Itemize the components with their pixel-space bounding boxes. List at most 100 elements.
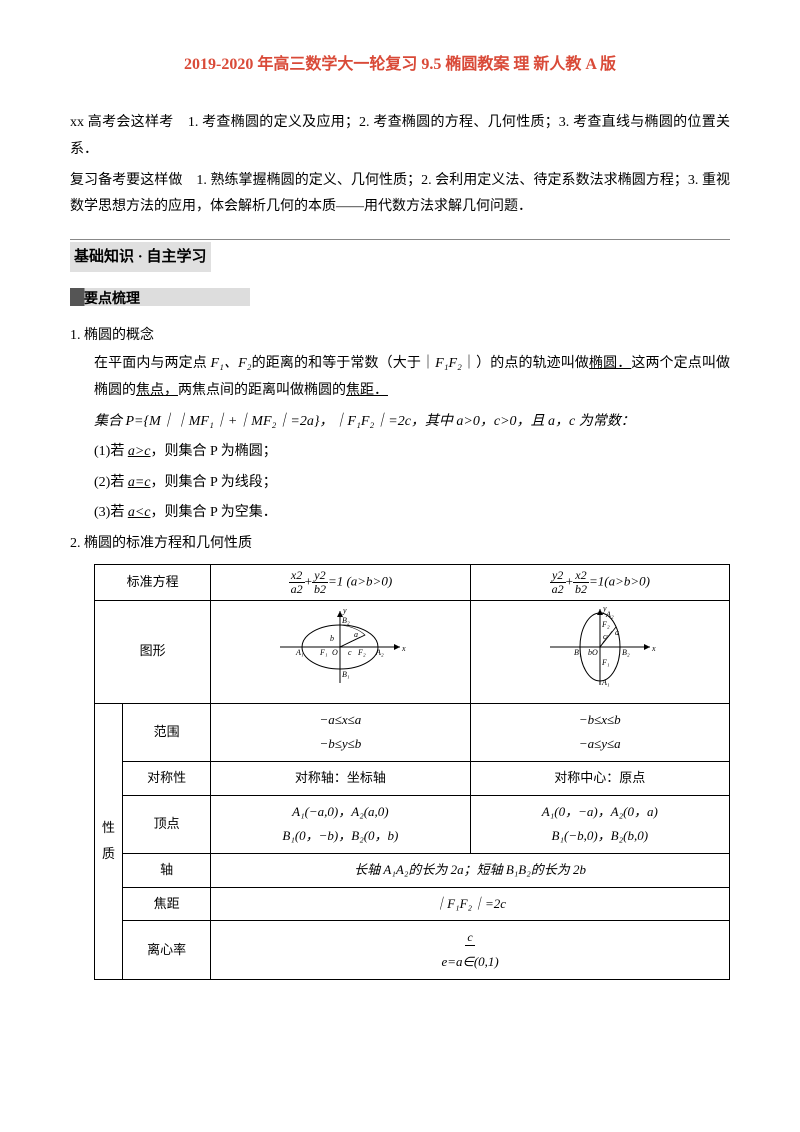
svg-text:A₂: A₂ xyxy=(375,648,384,657)
item-1-c3: (3)若 a<c，则集合 P 为空集． xyxy=(94,500,730,527)
item-2-title: 椭圆的标准方程和几何性质 xyxy=(84,536,252,551)
t: −b≤x≤b xyxy=(477,708,723,733)
svg-text:B₂: B₂ xyxy=(342,616,350,625)
cell-range2: −b≤x≤b −a≤y≤a xyxy=(470,703,729,761)
svg-text:A₁: A₁ xyxy=(601,678,610,687)
t: ，则集合 P 为空集． xyxy=(151,505,277,520)
cell-fig-label: 图形 xyxy=(95,600,211,703)
t: ，则集合 P 为椭圆； xyxy=(151,444,277,459)
svg-text:O: O xyxy=(592,648,598,657)
svg-text:B₁: B₁ xyxy=(342,670,350,679)
t: =1 (a>b>0) xyxy=(328,573,392,588)
svg-text:B₂: B₂ xyxy=(622,648,630,657)
svg-text:y: y xyxy=(342,606,347,615)
t: a>c xyxy=(128,444,151,459)
t: a=c xyxy=(128,475,151,490)
ellipse-table: 标准方程 x2a2+y2b2=1 (a>b>0) y2a2+x2b2=1(a>b… xyxy=(94,564,730,980)
t: e=a∈(0,1) xyxy=(441,954,498,969)
cell-range-label: 范围 xyxy=(123,703,211,761)
t: =1(a>b>0) xyxy=(589,573,650,588)
item-2: 2. 椭圆的标准方程和几何性质 xyxy=(70,531,730,558)
cell-vtx1: A₁(−a,0)，A₂(a,0) B₁(0，−b)，B₂(0，b) xyxy=(211,795,470,853)
t: −a≤y≤a xyxy=(477,732,723,757)
item-1-p2: 集合 P={M｜｜MF₁｜+｜MF₂｜=2a}，｜F₁F₂｜=2c，其中 a>0… xyxy=(94,409,730,436)
svg-text:a: a xyxy=(615,628,619,637)
ellipse-diagram-vertical: x y A₂ F₂ a c B₁ b O B₂ F₁ A₁ xyxy=(530,605,670,690)
cell-focal: ｜F₁F₂｜=2c xyxy=(211,887,730,921)
item-1-title: 椭圆的概念 xyxy=(84,328,154,343)
section-header-text: 基础知识 · 自主学习 xyxy=(70,242,211,273)
item-1-c1: (1)若 a>c，则集合 P 为椭圆； xyxy=(94,439,730,466)
svg-text:x: x xyxy=(651,644,656,653)
intro-para-2: 复习备考要这样做 1. 熟练掌握椭圆的定义、几何性质；2. 会利用定义法、待定系… xyxy=(70,168,730,221)
cell-eq1: x2a2+y2b2=1 (a>b>0) xyxy=(211,564,470,600)
table-row: 焦距 ｜F₁F₂｜=2c xyxy=(95,887,730,921)
item-1-num: 1. xyxy=(70,328,81,343)
t: B₁(−b,0)，B₂(b,0) xyxy=(477,824,723,849)
t: ，则集合 P 为线段； xyxy=(151,475,277,490)
svg-text:B₁: B₁ xyxy=(574,648,582,657)
t: 性质 xyxy=(101,815,116,867)
table-row: 顶点 A₁(−a,0)，A₂(a,0) B₁(0，−b)，B₂(0，b) A₁(… xyxy=(95,795,730,853)
svg-text:A₁: A₁ xyxy=(295,648,304,657)
t: A₁(0，−a)，A₂(0，a) xyxy=(477,800,723,825)
item-1-p1: 在平面内与两定点 F₁、F₂的距离的和等于常数（大于｜F₁F₂｜）的点的轨迹叫做… xyxy=(94,351,730,404)
item-1-c2: (2)若 a=c，则集合 P 为线段； xyxy=(94,470,730,497)
table-row: 标准方程 x2a2+y2b2=1 (a>b>0) y2a2+x2b2=1(a>b… xyxy=(95,564,730,600)
title-text: 2019-2020 年高三数学大一轮复习 9.5 椭圆教案 理 新人教 A 版 xyxy=(184,56,616,73)
sub-header-text: 要点梳理 xyxy=(84,287,140,314)
cell-sym-label: 对称性 xyxy=(123,762,211,796)
t: F₁F₂ xyxy=(435,356,462,371)
cell-range1: −a≤x≤a −b≤y≤b xyxy=(211,703,470,761)
t: a<c xyxy=(128,505,151,520)
page-title: 2019-2020 年高三数学大一轮复习 9.5 椭圆教案 理 新人教 A 版 xyxy=(70,50,730,80)
t: (3)若 xyxy=(94,505,128,520)
svg-text:F₁: F₁ xyxy=(601,658,610,667)
t: 集合 P={M｜｜MF₁｜+｜MF₂｜=2a}，｜F₁F₂｜=2c，其中 a>0… xyxy=(94,414,635,429)
t: 焦点， xyxy=(136,383,178,398)
section-header: 基础知识 · 自主学习 xyxy=(70,239,730,273)
cell-axis: 长轴 A₁A₂的长为 2a；短轴 B₁B₂的长为 2b xyxy=(211,854,730,888)
cell-prop: 性质 xyxy=(95,703,123,979)
item-1-content: 在平面内与两定点 F₁、F₂的距离的和等于常数（大于｜F₁F₂｜）的点的轨迹叫做… xyxy=(70,351,730,527)
cell-fig2: x y A₂ F₂ a c B₁ b O B₂ F₁ A₁ xyxy=(470,600,729,703)
table-row: 图形 x y A₁ A₂ B₂ B₁ F₁ F₂ xyxy=(95,600,730,703)
svg-text:F₂: F₂ xyxy=(601,620,610,629)
t: 在平面内与两定点 xyxy=(94,356,210,371)
t: 两焦点间的距离叫做椭圆的 xyxy=(178,383,346,398)
t: −a≤x≤a xyxy=(217,708,463,733)
svg-text:x: x xyxy=(401,644,406,653)
item-1: 1. 椭圆的概念 xyxy=(70,323,730,350)
sub-header: 要点梳理 xyxy=(70,284,730,311)
cell-sym2: 对称中心：原点 xyxy=(470,762,729,796)
cell-fig1: x y A₁ A₂ B₂ B₁ F₁ F₂ O c b a xyxy=(211,600,470,703)
table-row: 轴 长轴 A₁A₂的长为 2a；短轴 B₁B₂的长为 2b xyxy=(95,854,730,888)
cell-std-eq: 标准方程 xyxy=(95,564,211,600)
intro-para-1: xx 高考会这样考 1. 考查椭圆的定义及应用；2. 考查椭圆的方程、几何性质；… xyxy=(70,110,730,163)
cell-vtx-label: 顶点 xyxy=(123,795,211,853)
svg-text:c: c xyxy=(603,632,607,641)
t: ｜）的点的轨迹叫做 xyxy=(462,356,589,371)
table-row: 对称性 对称轴：坐标轴 对称中心：原点 xyxy=(95,762,730,796)
svg-text:O: O xyxy=(332,648,338,657)
svg-text:F₁: F₁ xyxy=(319,648,328,657)
item-2-num: 2. xyxy=(70,536,81,551)
svg-text:c: c xyxy=(348,648,352,657)
t: F₁、F₂ xyxy=(210,356,251,371)
svg-text:A₂: A₂ xyxy=(605,610,614,619)
cell-axis-label: 轴 xyxy=(123,854,211,888)
t: B₁(0，−b)，B₂(0，b) xyxy=(217,824,463,849)
cell-ecc-label: 离心率 xyxy=(123,921,211,979)
t: −b≤y≤b xyxy=(217,732,463,757)
cell-vtx2: A₁(0，−a)，A₂(0，a) B₁(−b,0)，B₂(b,0) xyxy=(470,795,729,853)
t: 焦距． xyxy=(346,383,388,398)
t: A₁(−a,0)，A₂(a,0) xyxy=(217,800,463,825)
sub-header-bar: 要点梳理 xyxy=(70,288,250,306)
t: 的距离的和等于常数（大于｜ xyxy=(252,356,436,371)
svg-text:F₂: F₂ xyxy=(357,648,366,657)
ellipse-diagram-horizontal: x y A₁ A₂ B₂ B₁ F₁ F₂ O c b a xyxy=(270,605,410,690)
svg-text:b: b xyxy=(330,634,334,643)
table-row: 性质 范围 −a≤x≤a −b≤y≤b −b≤x≤b −a≤y≤a xyxy=(95,703,730,761)
svg-text:a: a xyxy=(354,630,358,639)
table-row: 离心率 c e=a∈(0,1) xyxy=(95,921,730,979)
